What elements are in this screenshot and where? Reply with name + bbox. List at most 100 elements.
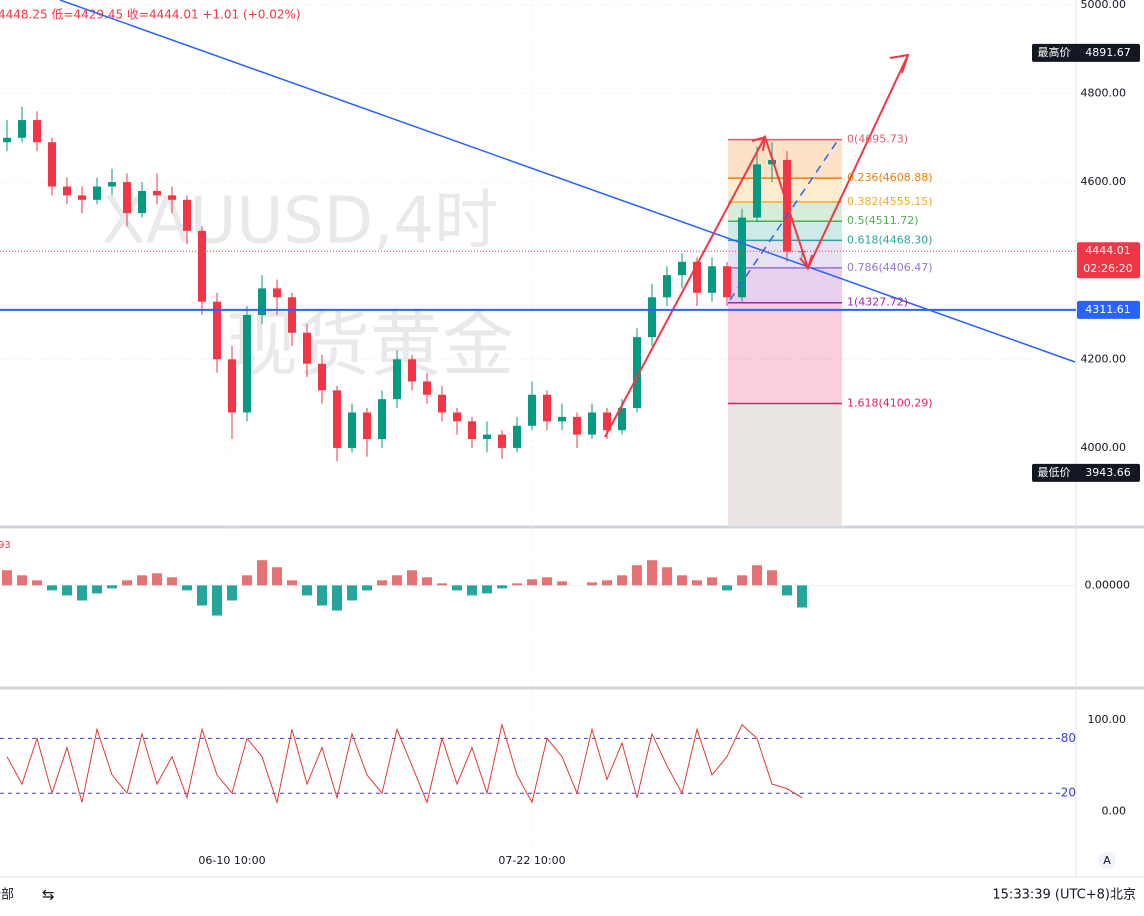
macd-bar [302, 585, 312, 596]
candle-body [738, 217, 746, 298]
candle-body [213, 301, 221, 360]
macd-bar [677, 575, 687, 586]
candle-body [543, 394, 551, 422]
candle-body [123, 182, 131, 214]
arrow-head [799, 254, 813, 271]
candle-body [393, 359, 401, 400]
macd-bar [287, 580, 297, 586]
candle-body [138, 190, 146, 214]
macd-bar [722, 585, 732, 591]
badge-value: 4891.67 [1085, 46, 1131, 59]
compare-icon[interactable]: ⇆ [42, 886, 55, 904]
candle-body [708, 266, 716, 293]
candle-body [633, 337, 641, 409]
auto-scale-button[interactable] [1098, 852, 1116, 870]
y-tick-label: 4800.00 [1081, 86, 1127, 99]
candle-body [78, 195, 86, 200]
macd-bar [47, 585, 57, 591]
dashed-line [729, 139, 839, 301]
candle-body [48, 142, 56, 187]
candle-body [573, 416, 581, 435]
macd-bar [602, 580, 612, 586]
candle-body [378, 399, 386, 440]
candle-body [618, 408, 626, 431]
candle-body [348, 412, 356, 448]
candle-body [18, 120, 26, 138]
candle-body [528, 394, 536, 426]
hline-badge [1077, 300, 1140, 319]
candle-body [198, 230, 206, 302]
drawings [59, 0, 1076, 438]
y-tick-label: 100.00 [1088, 713, 1127, 726]
candle-body [453, 412, 461, 422]
auto-scale-label[interactable]: A [1103, 854, 1111, 867]
y-tick-label: 4600.00 [1081, 175, 1127, 188]
macd-bar [362, 585, 372, 591]
arrow-path [604, 54, 909, 438]
macd-bar [347, 585, 357, 601]
candle-body [693, 261, 701, 293]
last-price-label: 4444.01 [1085, 244, 1131, 257]
candle-body [273, 288, 281, 298]
candle-body [648, 297, 656, 338]
candle-body [33, 120, 41, 143]
macd-bar [152, 573, 162, 586]
macd-bar [662, 567, 672, 586]
macd-bar [782, 585, 792, 596]
candle-body [303, 332, 311, 364]
macd-bar [317, 585, 327, 606]
macd-bar [32, 580, 42, 586]
fib-label: 0.382(4555.15) [847, 195, 933, 208]
macd-bar [257, 560, 267, 586]
y-tick-label: 4200.00 [1081, 352, 1127, 365]
candle-body [753, 164, 761, 218]
range-button[interactable]: 全部 [0, 887, 14, 903]
macd-bar [737, 575, 747, 586]
y-tick-label: 0.00 [1102, 804, 1127, 817]
arrow-head [751, 135, 767, 152]
macd-bar [632, 565, 642, 586]
macd-bar [452, 585, 462, 591]
macd-bar [692, 580, 702, 586]
candle-body [513, 425, 521, 448]
badge-box [1032, 463, 1140, 482]
ohlc-header: 4448.25 低=4429.45 收=4444.01 +1.01 (+0.02… [0, 8, 301, 22]
macd-bar [332, 585, 342, 611]
fib-label: 0(4695.73) [847, 133, 908, 146]
macd-bar [767, 570, 777, 586]
candle-body [768, 159, 776, 165]
arrow-head [889, 53, 910, 74]
macd-bar [752, 565, 762, 586]
stoch-k [6, 722, 803, 805]
countdown: 02:26:20 [1083, 262, 1132, 275]
candle-body [228, 359, 236, 413]
macd-bar [557, 581, 567, 586]
candle-body [288, 297, 296, 333]
y-tick-label: 4000.00 [1081, 441, 1127, 454]
macd-bar [2, 570, 12, 586]
macd-bar [62, 585, 72, 596]
badge-value: 3943.66 [1085, 466, 1131, 479]
y-tick-label: 0.00000 [1085, 578, 1131, 591]
fib-label: 0.236(4608.88) [847, 171, 933, 184]
macd-bar [647, 560, 657, 586]
macd-bar [422, 577, 432, 586]
macd-bar [407, 570, 417, 586]
macd-bar [467, 585, 477, 596]
macd-bar [707, 577, 717, 586]
macd-bar [617, 575, 627, 586]
candle-body [318, 363, 326, 391]
candle-body [408, 359, 416, 382]
x-tick-label: 06-10 10:00 [198, 854, 265, 867]
macd-label: 93 [0, 540, 11, 551]
macd-bar [182, 585, 192, 591]
macd-bar [197, 585, 207, 606]
macd-bar [512, 583, 522, 586]
candle-body [438, 394, 446, 413]
candle-body [258, 288, 266, 315]
candle-body [558, 416, 566, 422]
fib-zone [728, 302, 842, 404]
candle-body [468, 421, 476, 440]
fib-label: 1(4327.72) [847, 296, 908, 309]
candle-body [678, 261, 686, 276]
